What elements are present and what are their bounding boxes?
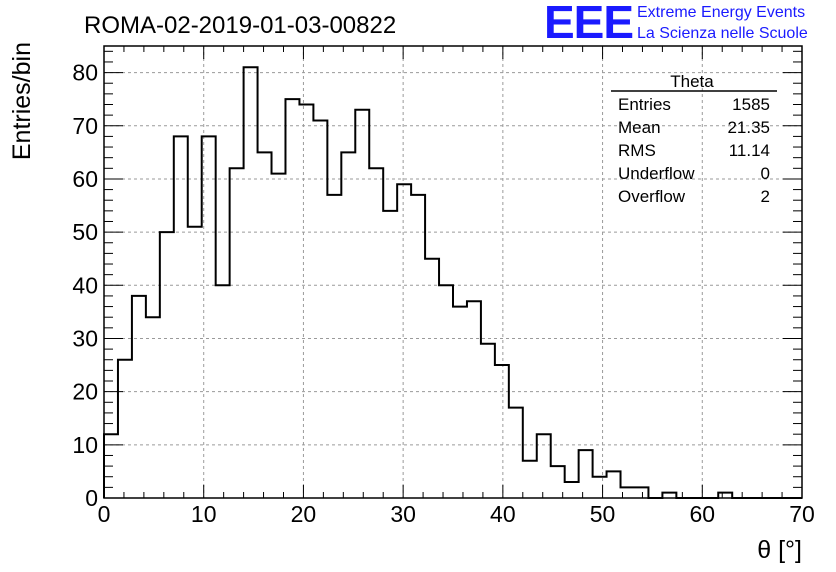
stats-rows: Entries 1585 Mean 21.35 RMS 11.14 Underflow 0 Ov…: [618, 95, 770, 206]
y-tick-labels: 0 10 20 30 40 50 60 70 80: [72, 60, 98, 511]
y-tick-label: 70: [72, 113, 98, 139]
x-tick-labels: 0 10 20 30 40 50 60 70: [98, 501, 815, 527]
x-tick-label: 20: [291, 501, 317, 527]
x-tick-label: 10: [191, 501, 217, 527]
y-tick-label: 80: [72, 60, 98, 86]
stats-row-label: Overflow: [618, 187, 686, 206]
stats-title: Theta: [670, 72, 714, 91]
histogram-outline: [103, 66, 802, 499]
logo-mark: EEE: [544, 0, 634, 48]
x-tick-label: 60: [689, 501, 715, 527]
y-tick-label: 30: [72, 325, 98, 351]
x-tick-label: 30: [390, 501, 416, 527]
stats-row-label: Mean: [618, 118, 661, 137]
eee-logo: EEE Extreme Energy Events La Scienza nel…: [544, 0, 834, 48]
stats-row-value: 0: [761, 164, 770, 183]
stats-row-value: 11.14: [729, 141, 770, 160]
logo-line-1: Extreme Energy Events: [637, 4, 806, 21]
y-tick-label: 0: [85, 485, 98, 511]
run-title: ROMA-02-2019-01-03-00822: [84, 12, 396, 39]
y-tick-label: 10: [72, 432, 98, 458]
plot-frame: [103, 45, 803, 499]
y-tick-label: 60: [72, 166, 98, 192]
grid-lines: [104, 46, 802, 498]
stats-row-value: 1585: [732, 95, 770, 114]
x-tick-label: 0: [98, 501, 111, 527]
y-tick-label: 20: [72, 379, 98, 405]
y-axis-title: Entries/bin: [8, 42, 36, 160]
y-tick-label: 40: [72, 272, 98, 298]
stats-box: Theta Entries 1585 Mean 21.35 RMS 11.14 Underf…: [611, 72, 777, 206]
y-tick-label: 50: [72, 219, 98, 245]
x-tick-label: 40: [490, 501, 516, 527]
stats-row-value: 21.35: [727, 118, 770, 137]
stats-row-label: RMS: [618, 141, 656, 160]
axis-ticks: [103, 46, 803, 499]
x-tick-label: 70: [789, 501, 815, 527]
x-axis-title: θ [°]: [757, 536, 802, 564]
stats-row-value: 2: [761, 187, 770, 206]
stats-row-label: Underflow: [618, 164, 695, 183]
stats-row-label: Entries: [618, 95, 671, 114]
logo-line-2: La Scienza nelle Scuole: [637, 25, 808, 42]
x-tick-label: 50: [590, 501, 616, 527]
